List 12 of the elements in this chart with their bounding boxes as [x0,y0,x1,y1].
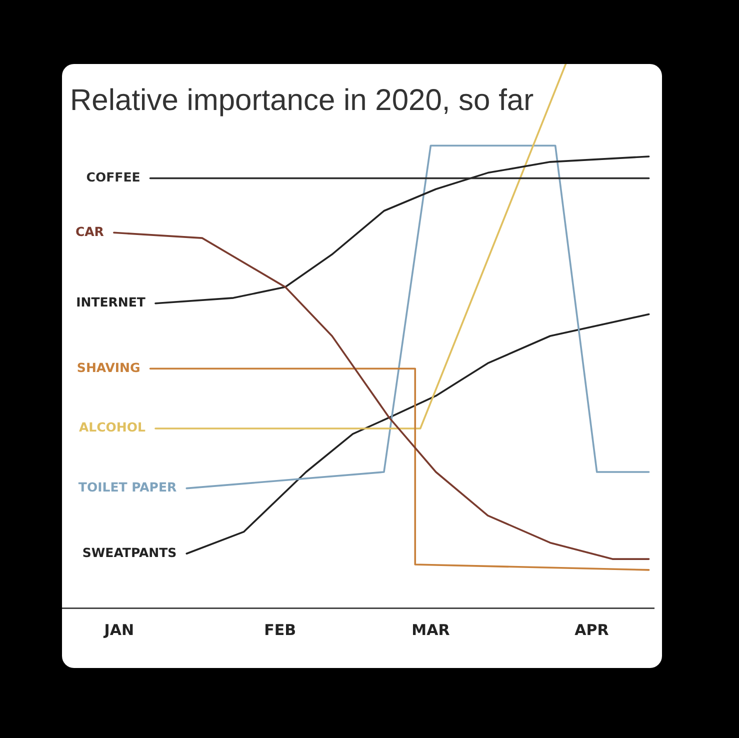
series-label: ALCOHOL [78,420,146,435]
series-label: SHAVING [76,360,140,375]
series-label: TOILET PAPER [78,480,178,495]
text: Relative importance in 2020, so far [70,84,534,117]
series-label: CAR [75,224,104,239]
x-tick-label: APR [574,620,610,639]
series-label: COFFEE [86,169,140,184]
series-label: SWEATPANTS [82,544,177,560]
series-label: INTERNET [76,294,146,310]
x-tick-label: FEB [264,620,296,639]
x-tick-label: JAN [103,620,134,639]
x-tick-label: MAR [412,620,450,639]
